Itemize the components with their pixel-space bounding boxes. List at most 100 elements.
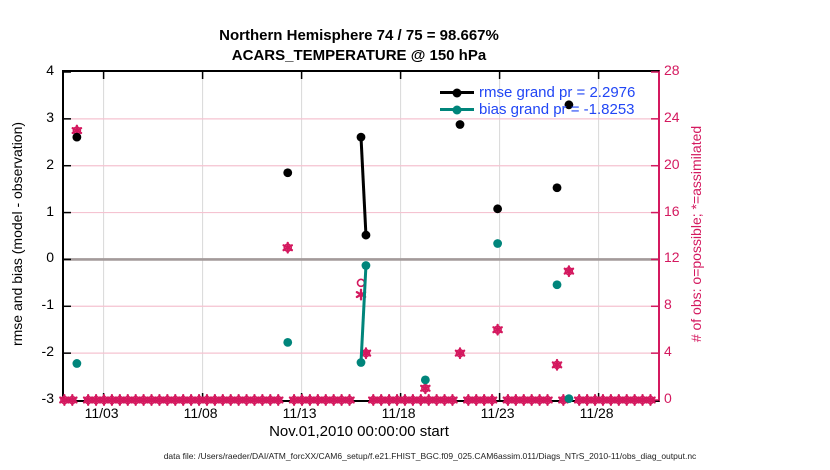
legend-row-rmse: rmse grand pr = 2.2976: [440, 84, 635, 101]
obs-assimilated-marker: [272, 396, 284, 404]
obs-assimilated-marker: [233, 396, 244, 404]
obs-assimilated-marker: [217, 396, 229, 404]
right-axis-tick-label: 0: [664, 390, 672, 406]
obs-assimilated-marker: [597, 396, 609, 404]
obs-assimilated-marker: [391, 396, 403, 404]
obs-assimilated-marker: [209, 396, 221, 404]
obs-assimilated-marker: [431, 396, 442, 404]
left-axis-tick-label: -3: [41, 390, 54, 406]
left-axis-title: rmse and bias (model - observation): [9, 121, 25, 347]
bias-point: [361, 261, 371, 270]
obs-assimilated-marker: [502, 396, 514, 404]
obs-assimilated-marker: [415, 396, 427, 404]
x-axis-tick-label: 11/13: [282, 405, 317, 421]
bias-point: [283, 337, 293, 347]
right-axis-tick-label: 24: [664, 108, 680, 125]
obs-assimilated-marker: [526, 396, 537, 404]
obs-assimilated-marker: [344, 396, 355, 404]
obs-assimilated-marker: [375, 396, 387, 404]
x-axis-tick-label: 11/18: [381, 405, 416, 421]
legend-row-bias: bias grand pr = -1.8253: [440, 101, 635, 118]
obs-assimilated-marker: [336, 396, 347, 404]
obs-assimilated-marker: [542, 396, 553, 404]
bias-point: [552, 280, 562, 290]
bias-legend-label: bias grand pr = -1.8253: [479, 101, 635, 118]
chart-subtitle: ACARS_TEMPERATURE @ 150 hPa: [231, 47, 487, 64]
rmse-point: [283, 168, 293, 178]
obs-assimilated-marker: [249, 396, 260, 404]
rmse-point: [72, 132, 82, 142]
x-axis-tick-label: 11/03: [84, 405, 119, 421]
obs-assimilated-marker: [563, 267, 575, 275]
obs-assimilated-marker: [106, 396, 118, 404]
obs-assimilated-marker: [613, 396, 625, 404]
obs-assimilated-marker: [122, 396, 134, 404]
obs-assimilated-marker: [296, 396, 308, 404]
obs-assimilated-marker: [154, 396, 165, 404]
rmse-point: [361, 230, 371, 240]
obs-assimilated-marker: [169, 396, 181, 404]
plot-area: [59, 70, 660, 406]
left-axis-tick-label: 4: [46, 62, 54, 78]
obs-assimilated-marker: [407, 396, 419, 404]
chart-canvas: [59, 71, 658, 406]
obs-assimilated-marker: [581, 396, 593, 404]
obs-assimilated-marker: [265, 396, 276, 404]
rmse-legend-dot-icon: [452, 88, 462, 97]
left-axis-tick-label: -2: [41, 343, 54, 360]
obs-assimilated-marker: [146, 396, 157, 404]
obs-assimilated-marker: [162, 396, 173, 404]
obs-assimilated-marker: [304, 396, 316, 404]
x-axis-tick-label: 11/08: [183, 405, 218, 421]
obs-assimilated-marker: [320, 396, 332, 404]
right-axis-tick-label: 28: [664, 62, 680, 78]
right-axis-tick-label: 12: [664, 249, 680, 266]
obs-assimilated-marker: [573, 396, 585, 404]
obs-assimilated-marker: [439, 396, 450, 404]
right-axis-title: # of obs: o=possible; *=assimilated: [688, 125, 704, 343]
obs-assimilated-marker: [605, 396, 617, 404]
bias-line: [359, 265, 368, 363]
right-axis-tick-label: 8: [664, 296, 672, 313]
obs-assimilated-marker: [510, 396, 522, 404]
obs-assimilated-marker: [360, 349, 372, 357]
obs-assimilated-marker: [71, 127, 83, 135]
obs-assimilated-marker: [478, 396, 490, 404]
obs-assimilated-marker: [629, 396, 640, 404]
obs-assimilated-marker: [225, 396, 237, 404]
obs-assimilated-marker: [138, 396, 149, 404]
right-axis-tick-label: 20: [664, 155, 680, 172]
obs-assimilated-marker: [470, 396, 482, 404]
obs-assimilated-marker: [420, 384, 431, 392]
obs-assimilated-marker: [621, 396, 633, 404]
obs-assimilated-marker: [383, 396, 395, 404]
obs-assimilated-marker: [589, 396, 601, 404]
obs-assimilated-marker: [288, 396, 300, 404]
left-axis-tick-label: 1: [46, 202, 54, 219]
obs-assimilated-marker: [551, 361, 563, 369]
x-axis-title: Nov.01,2010 00:00:00 start: [269, 423, 449, 440]
rmse-point: [564, 100, 574, 110]
obs-assimilated-marker: [328, 396, 339, 404]
obs-assimilated-marker: [637, 396, 648, 404]
right-axis-tick-label: 4: [664, 343, 672, 360]
obs-assimilated-marker: [241, 396, 252, 404]
x-axis-tick-label: 11/23: [480, 405, 515, 421]
obs-assimilated-marker: [454, 349, 466, 357]
rmse-point: [356, 132, 366, 142]
right-axis-tick-label: 16: [664, 202, 680, 219]
obs-assimilated-marker: [185, 396, 197, 404]
obs-assimilated-marker: [534, 396, 545, 404]
obs-assimilated-marker: [98, 396, 110, 404]
bias-point: [72, 359, 82, 368]
obs-assimilated-marker: [423, 396, 435, 404]
obs-assimilated-marker: [82, 396, 94, 404]
obs-assimilated-marker: [201, 396, 213, 404]
bias-legend-dot-icon: [452, 105, 462, 114]
bias-point: [420, 375, 430, 385]
obs-assimilated-marker: [486, 396, 498, 404]
rmse-point: [552, 183, 562, 193]
left-axis-tick-label: 0: [46, 249, 54, 266]
left-axis-tick-label: 2: [46, 155, 54, 172]
obs-assimilated-marker: [130, 396, 141, 404]
